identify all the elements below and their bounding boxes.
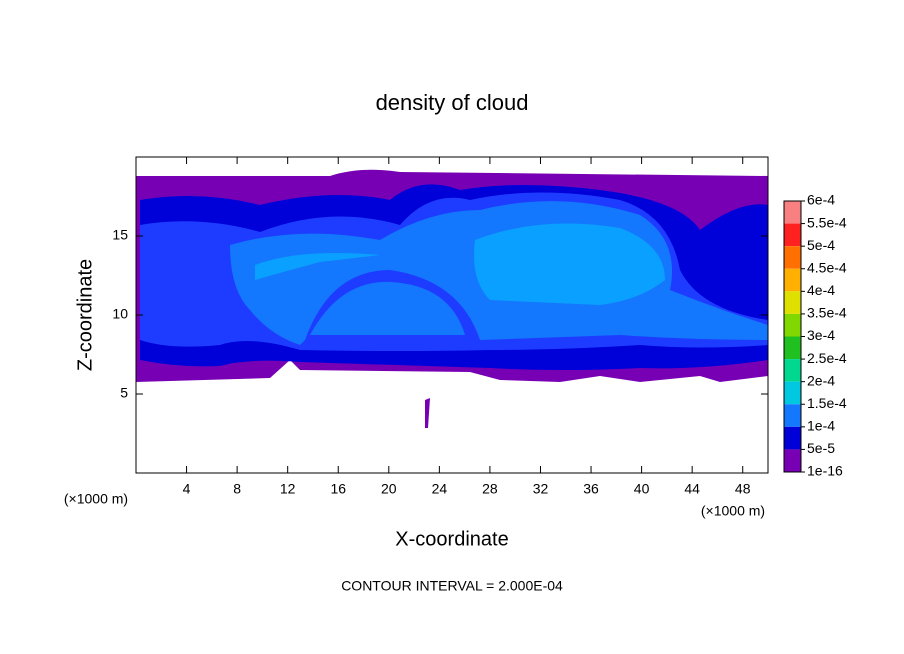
chart-title: density of cloud bbox=[376, 90, 529, 115]
y-axis-label: Z-coordinate bbox=[74, 259, 96, 371]
colorbar-band bbox=[784, 336, 801, 360]
contour-field bbox=[136, 169, 768, 428]
x-tick-label: 8 bbox=[233, 481, 241, 497]
y-unit-label: (×1000 m) bbox=[64, 491, 128, 507]
colorbar-band bbox=[784, 426, 801, 450]
colorbar-label: 2.5e-4 bbox=[807, 350, 847, 366]
x-unit-label: (×1000 m) bbox=[701, 503, 765, 519]
colorbar-band bbox=[784, 268, 801, 292]
colorbar-label: 1e-16 bbox=[807, 463, 843, 479]
colorbar-label: 6e-4 bbox=[807, 192, 835, 208]
x-tick-label: 40 bbox=[634, 481, 650, 497]
x-tick-label: 12 bbox=[280, 481, 296, 497]
colorbar-label: 1e-4 bbox=[807, 418, 835, 434]
y-tick-label: 15 bbox=[112, 227, 128, 243]
colorbar-band bbox=[784, 313, 801, 337]
x-tick-label: 4 bbox=[183, 481, 191, 497]
colorbar-band bbox=[784, 381, 801, 405]
colorbar-label: 5.5e-4 bbox=[807, 214, 847, 230]
x-tick-label: 32 bbox=[533, 481, 549, 497]
colorbar-label: 1.5e-4 bbox=[807, 395, 847, 411]
colorbar-label: 2e-4 bbox=[807, 372, 835, 388]
x-axis-label: X-coordinate bbox=[395, 528, 508, 550]
colorbar-label: 5e-4 bbox=[807, 237, 835, 253]
colorbar-label: 3e-4 bbox=[807, 327, 835, 343]
contour-interval: CONTOUR INTERVAL = 2.000E-04 bbox=[341, 578, 563, 594]
y-tick-label: 10 bbox=[112, 306, 128, 322]
colorbar-label: 5e-5 bbox=[807, 440, 835, 456]
colorbar-band bbox=[784, 291, 801, 314]
x-tick-label: 36 bbox=[583, 481, 599, 497]
colorbar-label: 3.5e-4 bbox=[807, 305, 847, 321]
colorbar-band bbox=[784, 201, 801, 224]
colorbar-band bbox=[784, 359, 801, 382]
y-tick-label: 5 bbox=[120, 385, 128, 401]
colorbar-band bbox=[784, 404, 801, 427]
x-tick-label: 28 bbox=[482, 481, 498, 497]
colorbar-label: 4.5e-4 bbox=[807, 259, 847, 275]
x-tick-label: 24 bbox=[432, 481, 448, 497]
colorbar-band bbox=[784, 223, 801, 247]
colorbar-band bbox=[784, 449, 801, 472]
x-tick-label: 16 bbox=[330, 481, 346, 497]
colorbar-label: 4e-4 bbox=[807, 282, 835, 298]
x-tick-label: 48 bbox=[735, 481, 751, 497]
x-tick-label: 44 bbox=[684, 481, 700, 497]
x-tick-label: 20 bbox=[381, 481, 397, 497]
colorbar-band bbox=[784, 246, 801, 269]
